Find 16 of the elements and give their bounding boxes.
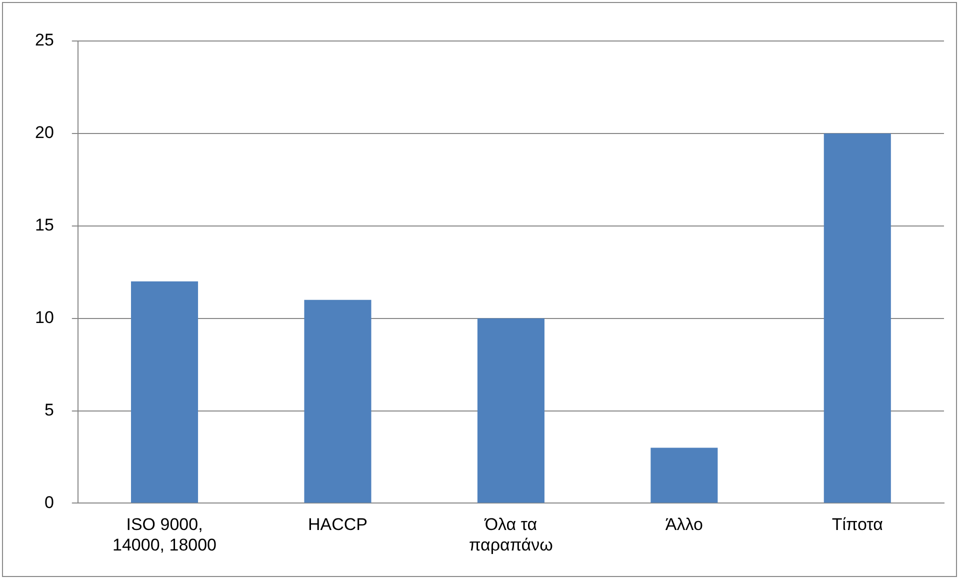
y-tick-label: 20 <box>34 123 54 142</box>
y-tick-label: 0 <box>44 492 54 512</box>
x-tick-label: Όλα τα παραπάνω <box>469 515 553 554</box>
x-tick-label: HACCP <box>308 515 368 534</box>
y-tick-label: 25 <box>34 30 54 50</box>
bar <box>650 448 718 503</box>
bar <box>477 318 544 503</box>
y-tick-label: 10 <box>34 308 54 328</box>
x-tick-label: Τίποτα <box>832 515 884 534</box>
y-tick-label: 15 <box>34 216 54 235</box>
bar <box>304 300 372 503</box>
x-tick-label: Άλλο <box>665 515 703 534</box>
y-tick-label: 5 <box>44 400 54 420</box>
bar <box>131 281 198 503</box>
x-tick-label: ISO 9000, 14000, 18000 <box>112 515 217 554</box>
bar <box>824 133 891 503</box>
